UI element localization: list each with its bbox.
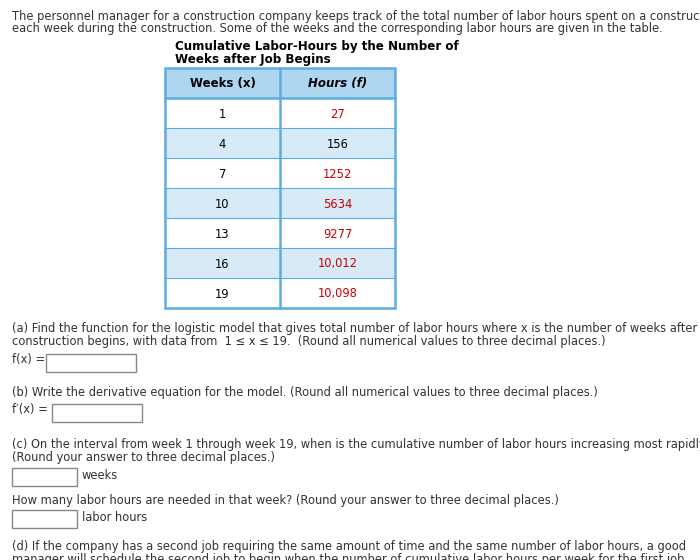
Text: 156: 156	[327, 138, 349, 151]
Text: 10: 10	[216, 198, 230, 211]
Text: (c) On the interval from week 1 through week 19, when is the cumulative number o: (c) On the interval from week 1 through …	[12, 438, 700, 451]
Text: (d) If the company has a second job requiring the same amount of time and the sa: (d) If the company has a second job requ…	[12, 540, 686, 553]
Bar	[52, 404, 142, 422]
Text: Weeks after Job Begins: Weeks after Job Begins	[175, 53, 330, 66]
Text: 5634: 5634	[323, 198, 352, 211]
Text: 1252: 1252	[323, 167, 352, 180]
Text: 7: 7	[219, 167, 226, 180]
Text: 10,098: 10,098	[318, 287, 358, 301]
Text: (Round your answer to three decimal places.): (Round your answer to three decimal plac…	[12, 451, 275, 464]
Bar	[165, 68, 395, 308]
Text: f′(x) =: f′(x) =	[12, 403, 48, 416]
Bar	[12, 510, 77, 528]
Text: 1: 1	[219, 108, 226, 120]
Text: f(x) =: f(x) =	[12, 353, 46, 366]
Text: 27: 27	[330, 108, 345, 120]
Text: (a) Find the function for the logistic model that gives total number of labor ho: (a) Find the function for the logistic m…	[12, 322, 697, 335]
Text: manager will schedule the second job to begin when the number of cumulative labo: manager will schedule the second job to …	[12, 553, 685, 560]
Text: weeks: weeks	[82, 469, 118, 482]
Text: 16: 16	[216, 258, 230, 270]
Text: 19: 19	[216, 287, 230, 301]
Text: How many labor hours are needed in that week? (Round your answer to three decima: How many labor hours are needed in that …	[12, 494, 559, 507]
Text: 9277: 9277	[323, 227, 352, 240]
Text: construction begins, with data from  1 ≤ x ≤ 19.  (Round all numerical values to: construction begins, with data from 1 ≤ …	[12, 335, 606, 348]
Bar	[165, 218, 395, 248]
Bar	[165, 278, 395, 308]
Bar	[165, 128, 395, 158]
Bar	[165, 248, 395, 278]
Text: Hours (f): Hours (f)	[308, 77, 367, 91]
Text: 10,012: 10,012	[318, 258, 358, 270]
Text: The personnel manager for a construction company keeps track of the total number: The personnel manager for a construction…	[12, 10, 700, 23]
Bar	[46, 354, 136, 372]
Text: (b) Write the derivative equation for the model. (Round all numerical values to : (b) Write the derivative equation for th…	[12, 386, 598, 399]
Bar	[165, 68, 395, 98]
Bar	[165, 188, 395, 218]
Text: each week during the construction. Some of the weeks and the corresponding labor: each week during the construction. Some …	[12, 22, 663, 35]
Bar	[165, 98, 395, 128]
Text: labor hours: labor hours	[82, 511, 147, 524]
Text: 4: 4	[219, 138, 226, 151]
Text: Weeks (x): Weeks (x)	[190, 77, 256, 91]
Bar	[12, 468, 77, 486]
Text: Cumulative Labor-Hours by the Number of: Cumulative Labor-Hours by the Number of	[175, 40, 458, 53]
Bar	[165, 158, 395, 188]
Text: 13: 13	[215, 227, 230, 240]
